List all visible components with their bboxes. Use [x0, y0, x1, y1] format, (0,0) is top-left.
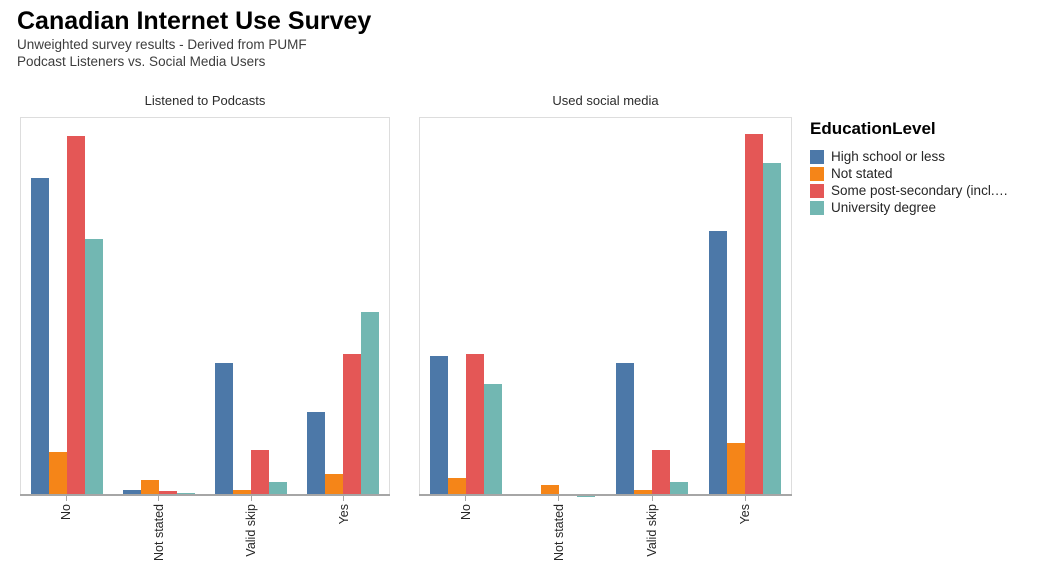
x-tick-mark — [465, 496, 467, 501]
bar-yes-university-degree — [361, 311, 379, 496]
x-tick-mark — [651, 496, 653, 501]
bar-yes-some-post-secondary-incl — [744, 133, 763, 496]
x-tick-label-valid-skip: Valid skip — [645, 504, 660, 557]
x-tick-label-not-stated: Not stated — [551, 504, 566, 561]
legend-swatch-icon — [810, 183, 824, 198]
legend-item-university-degree: University degree — [810, 199, 1050, 216]
legend-item-label: High school or less — [831, 149, 946, 164]
plot-area-podcasts — [20, 117, 391, 496]
bar-no-some-post-secondary-incl — [466, 354, 485, 496]
x-tick-mark — [250, 496, 252, 501]
x-tick-label-no: No — [458, 504, 473, 520]
x-tick-label-not-stated: Not stated — [151, 504, 166, 561]
legend-swatch-icon — [810, 166, 824, 181]
bar-not-stated-some-post-secondary-incl — [159, 491, 177, 496]
bar-valid-skip-not-stated — [633, 490, 652, 496]
bar-yes-not-stated — [325, 474, 343, 496]
chart-subtitle-line2: Podcast Listeners vs. Social Media Users — [17, 54, 266, 69]
bar-valid-skip-high-school-or-less — [215, 363, 233, 496]
legend-items: High school or less Not stated Some post-s… — [810, 148, 1050, 216]
legend-swatch-icon — [810, 200, 824, 215]
bar-no-university-degree — [484, 384, 503, 496]
bar-yes-university-degree — [762, 162, 781, 496]
legend-item-label: University degree — [831, 200, 937, 215]
x-tick-mark — [558, 496, 560, 501]
x-axis-labels-podcasts: No Not stated Valid skip Yes — [20, 496, 390, 561]
chart-title: Canadian Internet Use Survey — [17, 7, 372, 35]
bar-yes-some-post-secondary-incl — [343, 354, 361, 496]
bar-group-no — [21, 118, 113, 496]
x-tick-label-yes: Yes — [738, 504, 753, 525]
bar-valid-skip-some-post-secondary-incl — [651, 450, 670, 496]
x-tick-cell-no: No — [419, 496, 512, 561]
bar-no-some-post-secondary-incl — [67, 135, 85, 496]
x-tick-mark — [744, 496, 746, 501]
legend-item-not-stated: Not stated — [810, 165, 1050, 182]
x-tick-mark — [158, 496, 160, 501]
legend-item-some-post-secondary-incl: Some post-secondary (incl.… — [810, 182, 1050, 199]
x-tick-cell-valid-skip: Valid skip — [205, 496, 298, 561]
bar-valid-skip-high-school-or-less — [615, 363, 634, 496]
bar-valid-skip-university-degree — [669, 482, 688, 496]
x-axis-line — [20, 494, 391, 496]
x-tick-cell-not-stated: Not stated — [113, 496, 206, 561]
bar-no-high-school-or-less — [31, 177, 49, 496]
legend-item-high-school-or-less: High school or less — [810, 148, 1050, 165]
panel-used-social-media: Used social media No Not stated Valid skip… — [419, 94, 792, 561]
x-tick-label-no: No — [59, 504, 74, 520]
bar-no-university-degree — [85, 238, 103, 496]
bar-yes-not-stated — [726, 443, 745, 496]
bar-not-stated-not-stated — [541, 485, 560, 496]
bar-group-not-stated — [513, 118, 606, 496]
x-tick-cell-not-stated: Not stated — [512, 496, 605, 561]
x-tick-cell-no: No — [20, 496, 113, 561]
plot-area-social-media — [419, 117, 792, 496]
legend-swatch-icon — [810, 149, 824, 164]
bar-not-stated-not-stated — [141, 480, 159, 496]
bar-valid-skip-some-post-secondary-incl — [251, 450, 269, 496]
bar-no-not-stated — [49, 452, 67, 496]
bar-no-high-school-or-less — [430, 356, 449, 496]
bar-group-no — [420, 118, 513, 496]
panel-title-podcasts: Listened to Podcasts — [144, 93, 266, 108]
bar-yes-high-school-or-less — [307, 412, 325, 496]
charts-row: Listened to Podcasts No Not stated Valid s… — [17, 94, 1050, 561]
bar-yes-high-school-or-less — [708, 230, 727, 496]
bar-valid-skip-not-stated — [233, 490, 251, 496]
bar-group-yes — [698, 118, 791, 496]
legend-title: EducationLevel — [810, 119, 936, 138]
x-tick-cell-yes: Yes — [298, 496, 391, 561]
panel-title-social-media: Used social media — [552, 93, 659, 108]
bar-no-not-stated — [448, 478, 467, 496]
x-tick-cell-valid-skip: Valid skip — [606, 496, 699, 561]
bar-group-yes — [297, 118, 389, 496]
bar-group-valid-skip — [205, 118, 297, 496]
legend-item-label: Not stated — [831, 166, 893, 181]
x-tick-mark — [65, 496, 67, 501]
bar-group-not-stated — [113, 118, 205, 496]
chart-subtitle-line1: Unweighted survey results - Derived from… — [17, 37, 307, 52]
panel-listened-to-podcasts: Listened to Podcasts No Not stated Valid s… — [20, 93, 391, 561]
x-tick-cell-yes: Yes — [699, 496, 792, 561]
x-axis-labels-social-media: No Not stated Valid skip Yes — [419, 496, 792, 561]
x-tick-label-valid-skip: Valid skip — [244, 504, 259, 557]
legend-item-label: Some post-secondary (incl.… — [831, 183, 1009, 198]
bar-valid-skip-university-degree — [269, 482, 287, 496]
x-tick-label-yes: Yes — [336, 504, 351, 525]
bar-not-stated-high-school-or-less — [123, 490, 141, 496]
x-tick-mark — [343, 496, 345, 501]
bar-group-valid-skip — [606, 118, 699, 496]
x-axis-line — [419, 494, 792, 496]
legend-education-level: EducationLevel High school or less Not st… — [810, 94, 1050, 216]
